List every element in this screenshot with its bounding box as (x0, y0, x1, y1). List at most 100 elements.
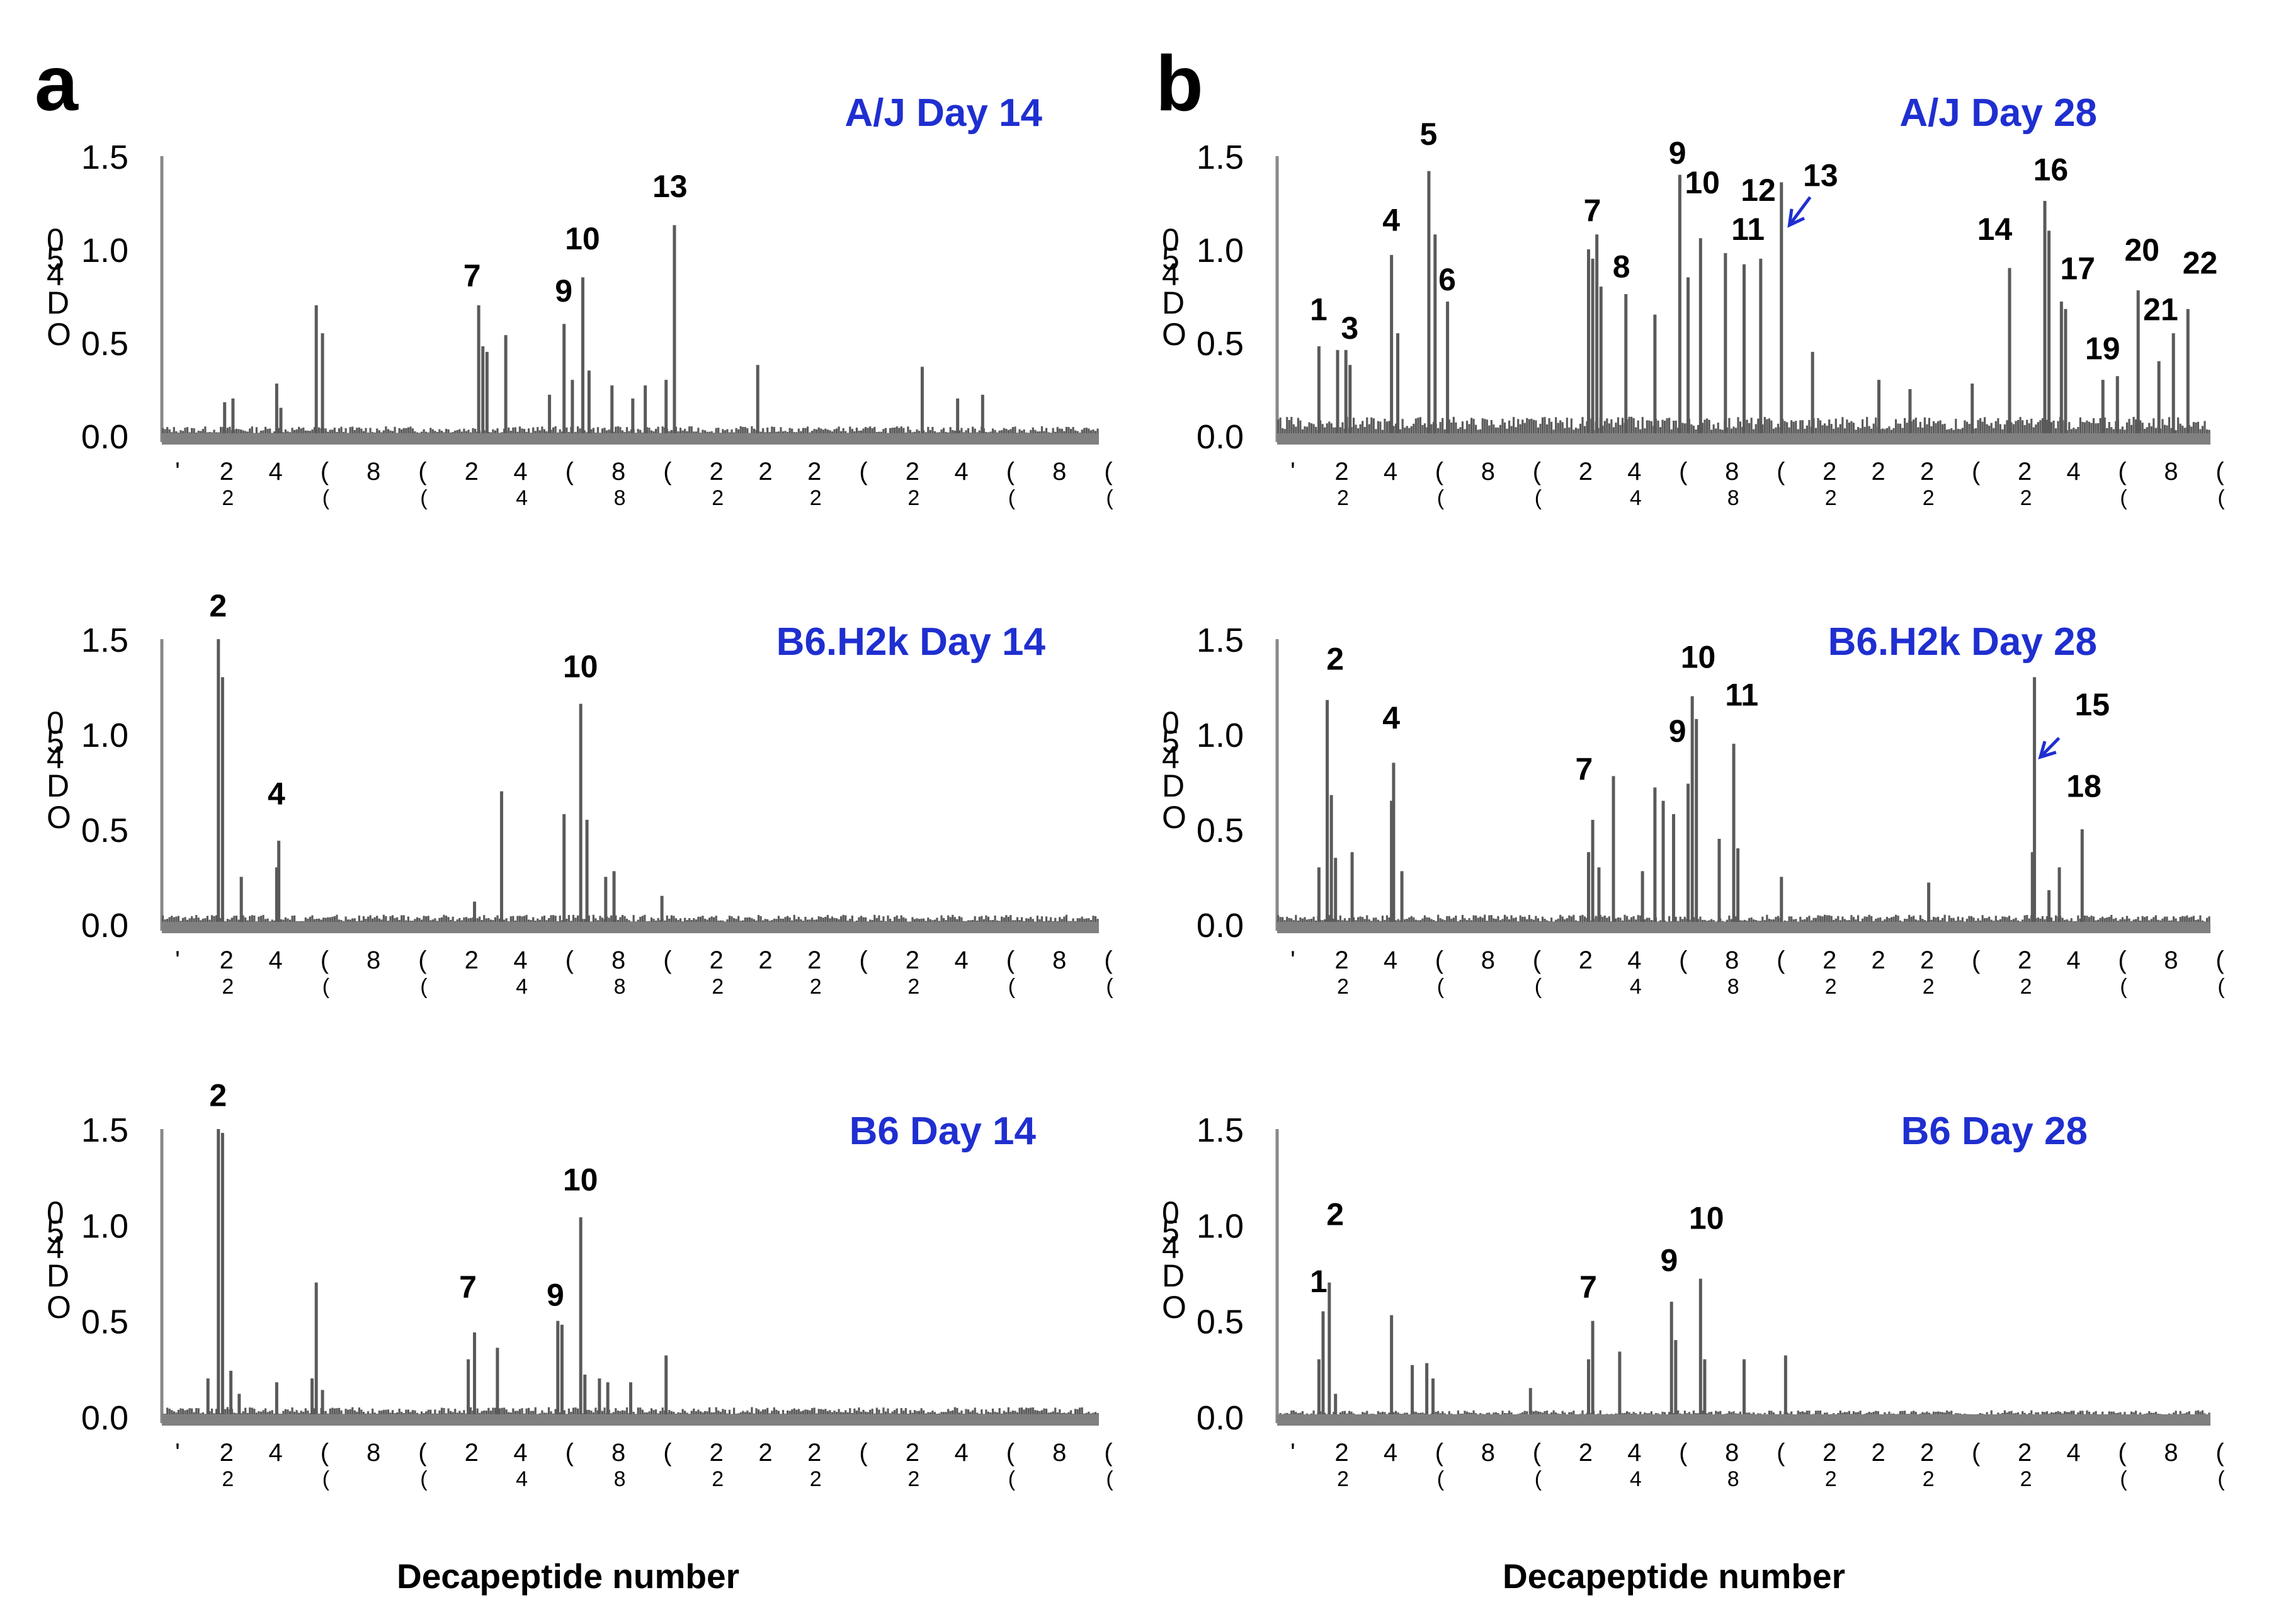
noise-bar (603, 428, 606, 436)
y-tick-label: 1.5 (81, 622, 128, 659)
noise-bar (351, 426, 354, 436)
noise-bar (1817, 417, 1819, 436)
noise-bar (1552, 429, 1555, 436)
noise-bar (777, 916, 780, 924)
noise-bar (188, 918, 191, 924)
noise-bar (251, 426, 253, 436)
noise-bar (525, 1408, 528, 1417)
noise-bar (661, 426, 664, 436)
noise-bar (1408, 428, 1411, 436)
x-tick-glyph: ( (1006, 946, 1015, 974)
noise-bar (1981, 421, 1984, 436)
noise-bar (367, 916, 370, 924)
data-bar (2157, 361, 2161, 436)
x-axis-line (162, 922, 1099, 933)
noise-bar (666, 915, 668, 924)
x-tick-glyph: 2 (807, 946, 821, 974)
noise-bar (483, 1410, 486, 1417)
noise-bar (1552, 1410, 1555, 1417)
noise-bar (1061, 919, 1063, 924)
noise-bar (1843, 919, 1846, 924)
noise-bar (1366, 1411, 1368, 1417)
noise-bar (2077, 427, 2079, 436)
data-bar (1396, 333, 1400, 436)
noise-bar (994, 429, 996, 436)
noise-bar (782, 919, 785, 924)
noise-bar (344, 428, 347, 436)
x-tick-glyph: 2 (758, 1439, 772, 1467)
noise-bar (822, 1409, 824, 1417)
noise-bar (1479, 429, 1482, 436)
noise-bar (1814, 428, 1817, 436)
y-axis-label-glyph: 5 (47, 241, 64, 276)
noise-bar (302, 427, 305, 436)
noise-bar (1459, 427, 1462, 436)
noise-bar (1617, 917, 1620, 924)
x-tick-glyph: ( (1679, 458, 1688, 485)
noise-bar (904, 918, 907, 924)
noise-bar (953, 917, 956, 924)
noise-bar (1872, 423, 1875, 436)
x-tick-glyph: ( (2120, 486, 2127, 510)
data-bar (1334, 1394, 1338, 1417)
noise-bar (304, 1408, 307, 1417)
noise-bar (293, 429, 296, 436)
noise-bar (2141, 423, 2144, 436)
x-tick-glyph: ( (1008, 486, 1016, 510)
noise-bar (1399, 429, 1402, 436)
noise-bar (2006, 917, 2008, 924)
noise-bar (947, 915, 950, 924)
noise-bar (1523, 423, 1526, 436)
noise-bar (1457, 428, 1459, 436)
noise-bar (1892, 916, 1895, 924)
y-axis-label-glyph: 5 (47, 724, 64, 759)
noise-bar (929, 919, 931, 924)
data-bar (473, 901, 476, 924)
noise-bar (810, 1408, 814, 1417)
data-bar (610, 385, 614, 436)
noise-bar (867, 428, 869, 436)
x-tick-glyph: 2 (1337, 1467, 1349, 1491)
noise-bar (2028, 423, 2030, 436)
noise-bar (1824, 914, 1826, 924)
noise-bar (816, 429, 818, 436)
noise-bar (1899, 423, 1902, 436)
noise-bar (1001, 430, 1003, 436)
noise-bar (407, 1409, 409, 1417)
noise-bar (590, 1411, 593, 1417)
x-tick-glyph: 2 (907, 486, 919, 510)
data-bar (1690, 696, 1694, 924)
noise-bar (900, 1408, 902, 1417)
noise-bar (1490, 420, 1493, 436)
noise-bar (1065, 426, 1068, 436)
noise-bar (1997, 418, 1999, 436)
noise-bar (398, 428, 401, 436)
noise-bar (1030, 917, 1032, 924)
noise-bar (1697, 424, 1700, 436)
x-tick-glyph: 8 (1052, 1439, 1066, 1467)
x-tick-glyph: ( (566, 946, 574, 974)
noise-bar (1455, 916, 1457, 924)
noise-bar (920, 1408, 923, 1417)
noise-bar (1357, 917, 1360, 924)
y-tick-label: 0.0 (81, 418, 128, 456)
noise-bar (2108, 1411, 2110, 1417)
noise-bar (840, 916, 843, 924)
noise-bar (842, 914, 844, 924)
noise-bar (882, 916, 885, 924)
noise-bar (1661, 1411, 1664, 1417)
noise-bar (2173, 916, 2175, 924)
noise-bar (1027, 918, 1030, 924)
x-tick-glyph: 8 (367, 458, 380, 485)
noise-bar (1085, 428, 1088, 436)
noise-bar (378, 430, 380, 436)
noise-bar (1065, 914, 1068, 924)
noise-bar (708, 1407, 711, 1417)
noise-bar (1023, 429, 1025, 436)
data-bar (2080, 829, 2084, 924)
noise-bar (2041, 916, 2044, 924)
noise-bar (1808, 1411, 1811, 1417)
noise-bar (1465, 1411, 1469, 1417)
noise-bar (835, 918, 838, 924)
